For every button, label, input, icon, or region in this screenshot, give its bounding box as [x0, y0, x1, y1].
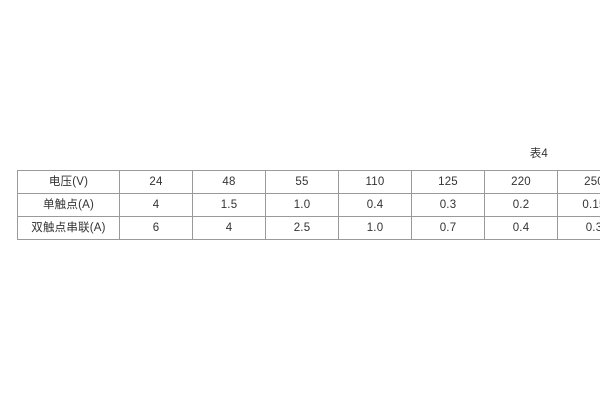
table-cell: 1.0	[338, 216, 412, 240]
table-cell: 0.15	[557, 193, 600, 217]
table-row: 单触点(A) 4 1.5 1.0 0.4 0.3 0.2 0.15	[17, 193, 600, 217]
table-row: 电压(V) 24 48 55 110 125 220 250	[17, 170, 600, 194]
specification-table: 电压(V) 24 48 55 110 125 220 250 单触点(A) 4 …	[17, 170, 600, 240]
row-header-single-contact: 单触点(A)	[17, 193, 120, 217]
table-cell: 0.3	[557, 216, 600, 240]
table-cell: 2.5	[265, 216, 339, 240]
table-cell: 250	[557, 170, 600, 194]
table-cell: 1.0	[265, 193, 339, 217]
table-cell: 125	[411, 170, 485, 194]
table-cell: 220	[484, 170, 558, 194]
table-caption: 表4	[529, 148, 548, 160]
row-header-dual-contact-series: 双触点串联(A)	[17, 216, 120, 240]
table-cell: 55	[265, 170, 339, 194]
table-cell: 4	[119, 193, 193, 217]
table-cell: 4	[192, 216, 266, 240]
table-cell: 0.4	[338, 193, 412, 217]
table-cell: 0.2	[484, 193, 558, 217]
table-body: 电压(V) 24 48 55 110 125 220 250 单触点(A) 4 …	[17, 170, 600, 240]
table-cell: 24	[119, 170, 193, 194]
table-cell: 6	[119, 216, 193, 240]
table-cell: 0.3	[411, 193, 485, 217]
row-header-voltage: 电压(V)	[17, 170, 120, 194]
table-cell: 110	[338, 170, 412, 194]
table-cell: 1.5	[192, 193, 266, 217]
table-cell: 0.4	[484, 216, 558, 240]
table-cell: 0.7	[411, 216, 485, 240]
table-row: 双触点串联(A) 6 4 2.5 1.0 0.7 0.4 0.3	[17, 216, 600, 240]
table-cell: 48	[192, 170, 266, 194]
